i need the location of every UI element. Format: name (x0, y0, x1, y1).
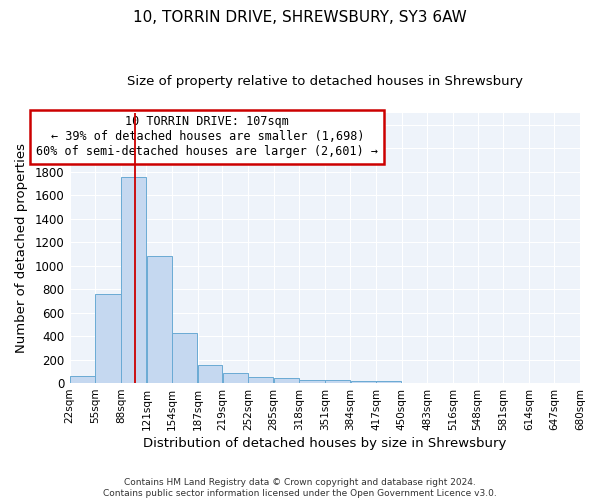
Title: Size of property relative to detached houses in Shrewsbury: Size of property relative to detached ho… (127, 75, 523, 88)
Bar (172, 332, 197, 383)
X-axis label: Distribution of detached houses by size in Shrewsbury: Distribution of detached houses by size … (143, 437, 506, 450)
Text: Contains HM Land Registry data © Crown copyright and database right 2024.
Contai: Contains HM Land Registry data © Crown c… (103, 478, 497, 498)
Bar (248, 377, 274, 383)
Bar (350, 380, 376, 383)
Bar (198, 365, 222, 383)
Bar (95, 294, 121, 383)
Bar (325, 380, 350, 383)
Bar (146, 256, 172, 383)
Bar (121, 178, 146, 383)
Text: 10, TORRIN DRIVE, SHREWSBURY, SY3 6AW: 10, TORRIN DRIVE, SHREWSBURY, SY3 6AW (133, 10, 467, 25)
Bar (299, 380, 325, 383)
Bar (70, 376, 95, 383)
Y-axis label: Number of detached properties: Number of detached properties (15, 143, 28, 353)
Bar (274, 378, 299, 383)
Bar (223, 373, 248, 383)
Text: 10 TORRIN DRIVE: 107sqm
← 39% of detached houses are smaller (1,698)
60% of semi: 10 TORRIN DRIVE: 107sqm ← 39% of detache… (37, 116, 379, 158)
Bar (376, 381, 401, 383)
